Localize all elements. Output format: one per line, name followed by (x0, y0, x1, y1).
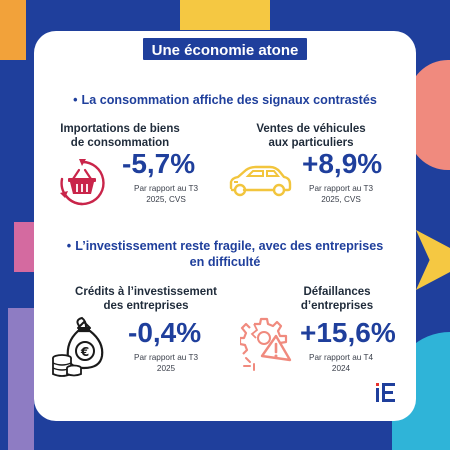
metric-value-imports: -5,7% (122, 148, 196, 179)
metric-label-imports: Importations de biens de consommation (60, 123, 180, 149)
metric-value-vehicles: +8,9% (302, 148, 383, 179)
metric-note-vehicles: Par rapport au T3 2025, CVS (308, 184, 374, 204)
bg-shape-lavender (8, 308, 34, 450)
metric-note-credits: Par rapport au T3 2025 (133, 353, 199, 373)
bg-shape-yellow-top (180, 0, 270, 30)
car-icon (229, 165, 292, 197)
bullet-icon: • (73, 93, 78, 107)
bg-shape-orange (0, 0, 26, 60)
metric-value-credits: -0,4% (128, 317, 202, 348)
metric-value-failures: +15,6% (300, 317, 396, 348)
metric-note-imports: Par rapport au T3 2025, CVS (133, 184, 199, 204)
page-title: Une économie atone (141, 36, 309, 62)
metric-label-credits: Crédits à l’investissement des entrepris… (75, 286, 217, 312)
metric-label-failures: Défaillances d’entreprises (300, 286, 374, 312)
section-heading-investment: • L’investissement reste fragile, avec de… (66, 239, 384, 269)
metric-label-vehicles: Ventes de véhicules aux particuliers (256, 123, 366, 149)
money-bag-coins-icon: € (52, 316, 104, 377)
section-heading-consumption: • La consommation affiche des signaux con… (73, 93, 377, 107)
svg-text:€: € (80, 345, 89, 359)
bg-shape-pink (14, 222, 34, 272)
content-card (34, 31, 416, 421)
broken-gear-warning-icon (240, 317, 292, 371)
bg-shape-yellow-right (416, 230, 450, 290)
shopping-basket-icon (60, 159, 105, 206)
metric-note-failures: Par rapport au T4 2024 (308, 353, 374, 373)
ie-logo (376, 383, 395, 402)
bullet-icon: • (66, 239, 72, 253)
